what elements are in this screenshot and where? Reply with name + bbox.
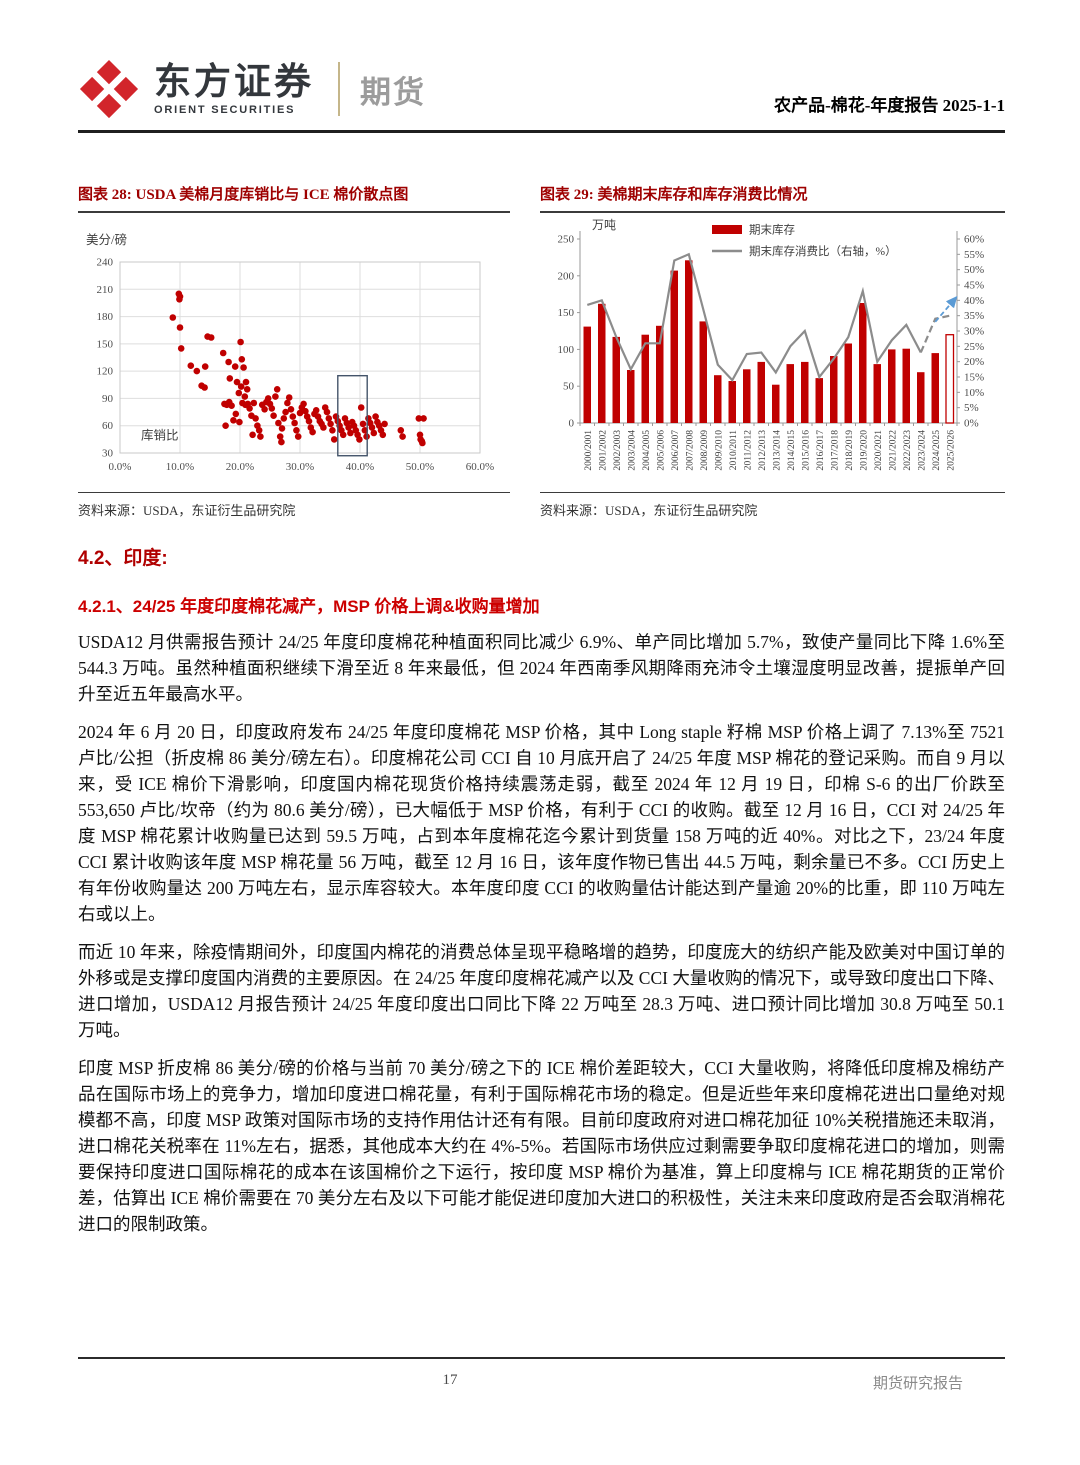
svg-text:60%: 60% (964, 234, 984, 246)
subsection-heading: 4.2.1、24/25 年度印度棉花减产，MSP 价格上调&收购量增加 (78, 597, 540, 616)
svg-text:0: 0 (569, 418, 575, 430)
svg-text:250: 250 (558, 234, 575, 246)
svg-text:45%: 45% (964, 280, 984, 292)
svg-text:2002/2003: 2002/2003 (613, 430, 623, 471)
svg-text:2007/2008: 2007/2008 (685, 430, 695, 471)
page-header: 东方证券 ORIENT SECURITIES 期货 农产品-棉花-年度报告 20… (0, 0, 1080, 120)
svg-text:0%: 0% (964, 418, 979, 430)
figure-29-source: 资料来源：USDA，东证衍生品研究院 (540, 492, 1005, 519)
svg-text:2025/2026: 2025/2026 (946, 430, 956, 471)
svg-text:25%: 25% (964, 341, 984, 353)
svg-text:50: 50 (563, 381, 575, 393)
svg-text:2009/2010: 2009/2010 (714, 430, 724, 471)
svg-text:180: 180 (97, 311, 114, 323)
svg-text:2013/2014: 2013/2014 (772, 430, 782, 471)
svg-text:2000/2001: 2000/2001 (584, 430, 594, 471)
header-rule (78, 130, 1005, 133)
svg-text:0.0%: 0.0% (109, 461, 132, 473)
svg-text:30.0%: 30.0% (286, 461, 314, 473)
svg-text:2012/2013: 2012/2013 (758, 430, 768, 471)
brand-divider (338, 62, 340, 116)
svg-text:2010/2011: 2010/2011 (729, 430, 739, 471)
fig28-chart: 0.0% 10.0% 20.0% 30.0% 40.0% 50.0% 60.0% 240 210… (78, 215, 510, 492)
svg-text:万吨: 万吨 (592, 218, 616, 232)
svg-text:期末库存: 期末库存 (749, 223, 795, 237)
svg-text:35%: 35% (964, 310, 984, 322)
svg-text:60: 60 (102, 420, 114, 432)
svg-text:90: 90 (102, 393, 114, 405)
body-paragraph-3: 而近 10 年来，除疫情期间外，印度国内棉花的消费总体呈现平稳略增的趋势，印度庞… (78, 942, 1005, 1040)
svg-text:2008/2009: 2008/2009 (700, 430, 710, 471)
body-paragraph-2: 2024 年 6 月 20 日，印度政府发布 24/25 年度印度棉花 MSP … (78, 722, 1005, 924)
main-content: 图表 28: USDA 美棉月度库销比与 ICE 棉价散点图 0.0% 10.0%… (0, 183, 1080, 1237)
svg-text:50.0%: 50.0% (406, 461, 434, 473)
svg-text:10.0%: 10.0% (166, 461, 194, 473)
svg-text:240: 240 (97, 257, 114, 269)
section-heading: 4.2、印度: (78, 548, 168, 569)
brand-division-label: 期货 (360, 74, 426, 110)
figure-28-source: 资料来源：USDA，东证衍生品研究院 (78, 492, 510, 519)
svg-text:2017/2018: 2017/2018 (830, 430, 840, 471)
svg-text:30: 30 (102, 448, 114, 460)
svg-text:2022/2023: 2022/2023 (903, 430, 913, 471)
brand-text: 东方证券 ORIENT SECURITIES (154, 63, 314, 116)
svg-text:10%: 10% (964, 387, 984, 399)
document-info: 农产品-棉花-年度报告 2025-1-1 (774, 96, 1005, 115)
svg-text:2004/2005: 2004/2005 (642, 430, 652, 471)
svg-text:2005/2006: 2005/2006 (656, 430, 666, 471)
svg-text:150: 150 (97, 338, 114, 350)
svg-text:2018/2019: 2018/2019 (845, 430, 855, 471)
svg-text:15%: 15% (964, 372, 984, 384)
svg-text:美分/磅: 美分/磅 (86, 232, 127, 247)
svg-text:30%: 30% (964, 326, 984, 338)
svg-text:2021/2022: 2021/2022 (888, 430, 898, 471)
svg-text:55%: 55% (964, 249, 984, 261)
brand-name-cn: 东方证券 (154, 60, 314, 102)
body-paragraph-1: USDA12 月供需报告预计 24/25 年度印度棉花种植面积同比减少 6.9%… (78, 632, 1005, 704)
svg-text:20%: 20% (964, 356, 984, 368)
svg-text:2019/2020: 2019/2020 (859, 430, 869, 471)
figure-28: 图表 28: USDA 美棉月度库销比与 ICE 棉价散点图 0.0% 10.0%… (78, 183, 510, 519)
svg-text:40%: 40% (964, 295, 984, 307)
svg-text:20.0%: 20.0% (226, 461, 254, 473)
fig29-chart: 0 50 100 150 200 250 0% 5% 10% 15% 20% 25% 30% 35% 40%… (540, 215, 1005, 492)
figure-29-title: 图表 29: 美棉期末库存和库存消费比情况 (540, 183, 1005, 213)
svg-text:120: 120 (97, 366, 114, 378)
svg-text:2014/2015: 2014/2015 (787, 430, 797, 471)
svg-text:2011/2012: 2011/2012 (743, 430, 753, 471)
figures-row: 图表 28: USDA 美棉月度库销比与 ICE 棉价散点图 0.0% 10.0%… (78, 183, 1005, 519)
footer-rule (78, 1357, 1005, 1359)
svg-text:210: 210 (97, 284, 114, 296)
report-type-label: 期货研究报告 (872, 1376, 963, 1392)
svg-text:2016/2017: 2016/2017 (816, 430, 826, 471)
svg-text:库销比: 库销比 (141, 427, 179, 442)
svg-text:200: 200 (558, 270, 575, 282)
brand: 东方证券 ORIENT SECURITIES 期货 (78, 58, 426, 120)
svg-text:2006/2007: 2006/2007 (671, 430, 681, 471)
figure-29: 图表 29: 美棉期末库存和库存消费比情况 0 50 100 150 200 250 0% 5… (540, 183, 1005, 519)
brand-name-en: ORIENT SECURITIES (154, 103, 296, 116)
svg-text:5%: 5% (964, 402, 979, 414)
svg-text:2015/2016: 2015/2016 (801, 430, 811, 471)
svg-text:2001/2002: 2001/2002 (598, 430, 608, 471)
figure-28-title: 图表 28: USDA 美棉月度库销比与 ICE 棉价散点图 (78, 183, 510, 213)
page-number: 17 (442, 1372, 458, 1388)
svg-text:2020/2021: 2020/2021 (874, 430, 884, 471)
svg-text:2023/2024: 2023/2024 (917, 430, 927, 471)
svg-text:50%: 50% (964, 264, 984, 276)
svg-text:60.0%: 60.0% (466, 461, 494, 473)
svg-text:100: 100 (558, 344, 575, 356)
svg-text:40.0%: 40.0% (346, 461, 374, 473)
svg-text:期末库存消费比（右轴，%）: 期末库存消费比（右轴，%） (749, 244, 897, 258)
svg-text:150: 150 (558, 307, 575, 319)
orient-securities-logo-icon (79, 59, 139, 119)
svg-text:2024/2025: 2024/2025 (932, 430, 942, 471)
body-paragraph-4: 印度 MSP 折皮棉 86 美分/磅的价格与当前 70 美分/磅之下的 ICE … (78, 1058, 1005, 1234)
svg-text:2003/2004: 2003/2004 (627, 430, 637, 471)
